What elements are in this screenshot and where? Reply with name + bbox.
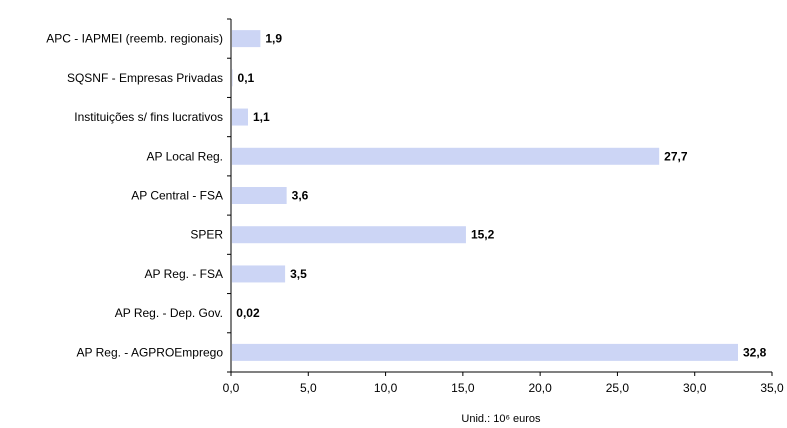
bar [232, 265, 286, 283]
data-label: 15,2 [471, 228, 495, 242]
x-tick-label: 10,0 [374, 381, 398, 395]
x-tick-label: 20,0 [528, 381, 552, 395]
data-label: 32,8 [743, 345, 767, 359]
bar [232, 30, 261, 48]
category-label: Instituições s/ fins lucrativos [74, 110, 223, 124]
x-axis-title: Unid.: 10⁶ euros [461, 413, 541, 425]
data-label: 1,1 [253, 110, 270, 124]
data-label: 27,7 [664, 149, 688, 163]
data-label: 0,1 [238, 71, 255, 85]
labels-group: APC - IAPMEI (reemb. regionais) 1,9 SQSNF … [46, 32, 766, 360]
data-label: 0,02 [236, 306, 260, 320]
bars-group [232, 30, 738, 361]
bar [232, 147, 660, 165]
x-tick-label: 5,0 [300, 381, 317, 395]
bar [232, 69, 233, 87]
bar [232, 226, 466, 244]
axes-group: 0,0 5,0 10,0 15,0 20,0 25,0 30,0 35,0 [223, 18, 784, 395]
data-label: 1,9 [265, 32, 282, 46]
x-tick-label: 30,0 [683, 381, 707, 395]
bar [232, 108, 249, 126]
data-label: 3,6 [292, 189, 309, 203]
category-label: SPER [190, 228, 223, 242]
data-label: 3,5 [290, 267, 307, 281]
bar [232, 187, 287, 204]
category-label: AP Central - FSA [131, 189, 223, 203]
x-tick-label: 25,0 [606, 381, 630, 395]
category-label: AP Reg. - FSA [145, 267, 223, 281]
x-tick-label: 15,0 [451, 381, 475, 395]
x-tick-label: 35,0 [760, 381, 784, 395]
x-tick-label: 0,0 [223, 381, 240, 395]
bar [232, 343, 738, 361]
category-label: AP Local Reg. [147, 149, 224, 163]
category-label: SQSNF - Empresas Privadas [67, 71, 223, 85]
category-label: AP Reg. - AGPROEmprego [76, 345, 223, 359]
category-label: APC - IAPMEI (reemb. regionais) [46, 32, 223, 46]
category-label: AP Reg. - Dep. Gov. [115, 306, 223, 320]
